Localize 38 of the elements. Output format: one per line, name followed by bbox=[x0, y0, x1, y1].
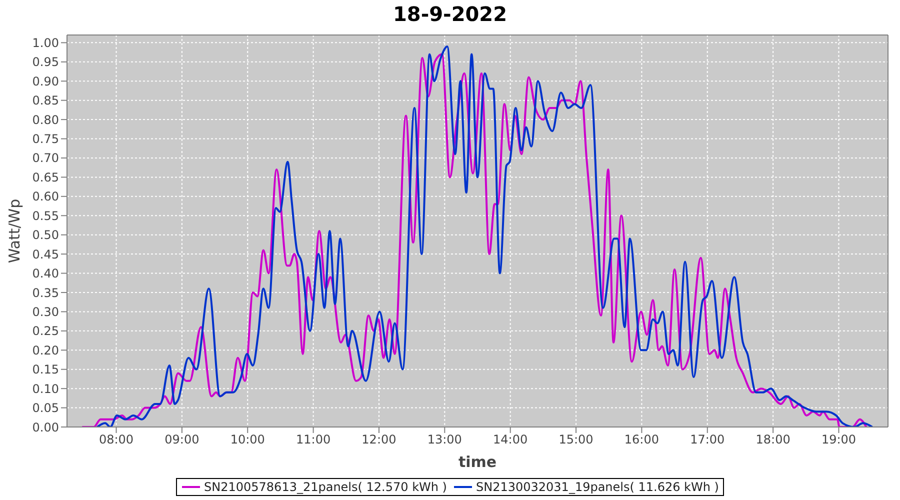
y-tick-label: 0.60 bbox=[32, 190, 59, 204]
y-tick-label: 0.35 bbox=[32, 286, 59, 300]
y-tick-label: 0.95 bbox=[32, 55, 59, 70]
x-tick-label: 15:00 bbox=[558, 432, 594, 447]
y-tick-label: 1.00 bbox=[32, 36, 59, 50]
y-tick-label: 0.65 bbox=[32, 170, 59, 184]
y-tick-label: 0.40 bbox=[32, 266, 59, 281]
y-tick-label: 0.45 bbox=[32, 247, 59, 262]
x-tick-label: 14:00 bbox=[493, 432, 528, 447]
y-tick-label: 0.05 bbox=[32, 401, 59, 416]
y-tick-label: 0.85 bbox=[32, 94, 59, 108]
y-tick-label: 0.50 bbox=[32, 228, 59, 242]
y-tick-label: 0.25 bbox=[32, 324, 59, 338]
y-tick-label: 0.20 bbox=[32, 343, 59, 358]
y-tick-label: 0.55 bbox=[32, 208, 59, 223]
x-tick-label: 08:00 bbox=[98, 432, 134, 447]
x-tick-label: 19:00 bbox=[821, 432, 856, 447]
y-tick-label: 0.75 bbox=[32, 132, 59, 146]
legend-label: SN2100578613_21panels( 12.570 kWh ) bbox=[204, 480, 447, 494]
x-tick-label: 10:00 bbox=[230, 432, 265, 447]
y-tick-label: 0.90 bbox=[32, 74, 59, 88]
x-tick-label: 09:00 bbox=[164, 432, 200, 447]
x-tick-label: 18:00 bbox=[756, 432, 790, 447]
legend-label: SN2130032031_19panels( 11.626 kWh ) bbox=[476, 480, 719, 494]
x-tick-label: 13:00 bbox=[427, 432, 462, 447]
chart-title: 18-9-2022 bbox=[392, 2, 508, 26]
y-tick-label: 0.80 bbox=[32, 112, 59, 127]
y-tick-label: 0.30 bbox=[32, 304, 59, 319]
y-tick-label: 0.15 bbox=[32, 362, 59, 377]
y-tick-label: 0.00 bbox=[32, 420, 59, 434]
y-axis-title: Watt/Wp bbox=[5, 198, 24, 264]
y-tick-label: 0.70 bbox=[32, 151, 59, 166]
x-axis-title: time bbox=[458, 453, 497, 471]
x-tick-label: 11:00 bbox=[296, 432, 331, 447]
x-tick-label: 12:00 bbox=[362, 432, 396, 447]
x-tick-label: 16:00 bbox=[624, 432, 659, 447]
x-tick-label: 17:00 bbox=[690, 432, 725, 447]
y-tick-label: 0.10 bbox=[32, 382, 59, 396]
